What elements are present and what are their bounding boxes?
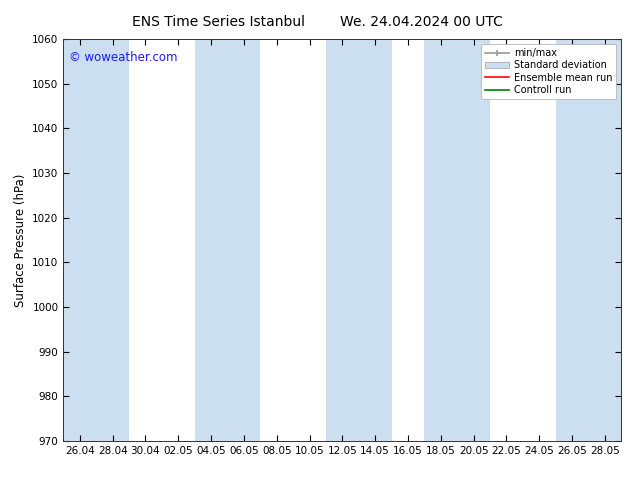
Legend: min/max, Standard deviation, Ensemble mean run, Controll run: min/max, Standard deviation, Ensemble me… — [481, 44, 616, 99]
Bar — [326, 39, 392, 441]
Bar — [555, 39, 621, 441]
Text: © woweather.com: © woweather.com — [69, 51, 178, 64]
Text: ENS Time Series Istanbul        We. 24.04.2024 00 UTC: ENS Time Series Istanbul We. 24.04.2024 … — [132, 15, 502, 29]
Y-axis label: Surface Pressure (hPa): Surface Pressure (hPa) — [14, 173, 27, 307]
Bar — [424, 39, 490, 441]
Bar — [63, 39, 129, 441]
Bar — [195, 39, 261, 441]
